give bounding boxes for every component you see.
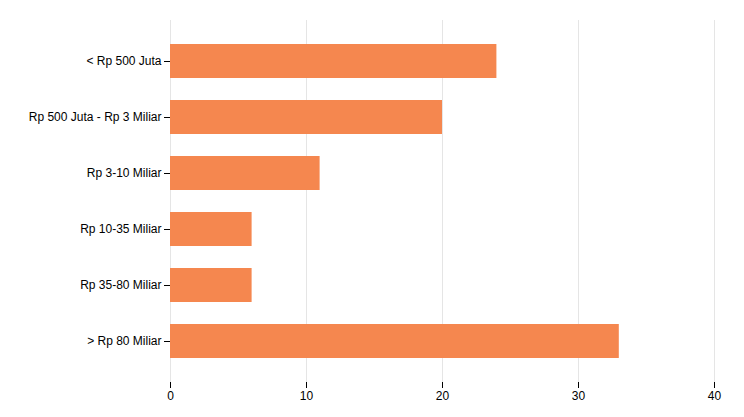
svg-text:Rp 500 Juta - Rp 3 Miliar: Rp 500 Juta - Rp 3 Miliar bbox=[29, 110, 162, 124]
svg-text:20: 20 bbox=[436, 389, 450, 403]
svg-text:< Rp 500 Juta: < Rp 500 Juta bbox=[86, 54, 161, 68]
svg-text:Rp 35-80 Miliar: Rp 35-80 Miliar bbox=[80, 278, 161, 292]
svg-text:Rp 3-10 Miliar: Rp 3-10 Miliar bbox=[87, 166, 162, 180]
svg-text:10: 10 bbox=[300, 389, 314, 403]
svg-text:0: 0 bbox=[167, 389, 174, 403]
svg-text:40: 40 bbox=[708, 389, 722, 403]
svg-text:> Rp 80 Miliar: > Rp 80 Miliar bbox=[87, 334, 161, 348]
svg-text:Rp 10-35 Miliar: Rp 10-35 Miliar bbox=[80, 222, 161, 236]
svg-text:30: 30 bbox=[572, 389, 586, 403]
